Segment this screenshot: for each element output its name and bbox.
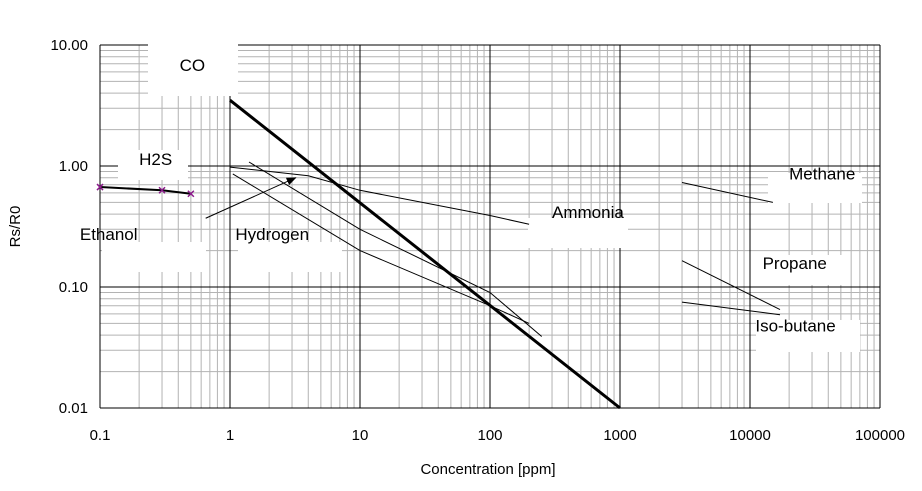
label-box (102, 242, 206, 272)
label-box (756, 320, 860, 352)
data-point-h2s (187, 190, 195, 198)
x-tick-label: 100 (477, 427, 502, 444)
series-label-ethanol: Ethanol (80, 225, 138, 244)
series-label-ammonia: Ammonia (552, 203, 624, 222)
x-tick-label: 10 (352, 427, 369, 444)
x-tick-label: 10000 (729, 427, 771, 444)
label-box (118, 150, 188, 180)
x-tick-label: 1000 (603, 427, 636, 444)
tick-labels: 0.1 1 10 100 1000 10000 100000 0.01 0.10 1.00 10.0… (50, 37, 905, 444)
x-axis-title: Concentration [ppm] (420, 461, 555, 478)
data-point-h2s (158, 186, 166, 194)
series-label-hydrogen: Hydrogen (235, 225, 309, 244)
y-tick-label: 0.10 (59, 279, 88, 296)
series-label-co: CO (180, 56, 206, 75)
series-line-ethanol (232, 173, 530, 324)
series-line-ammonia (229, 166, 530, 225)
label-box (148, 44, 238, 96)
x-tick-label: 0.1 (90, 427, 111, 444)
series-label-h2s: H2S (139, 150, 172, 169)
y-axis-title: Rs/R0 (7, 206, 24, 248)
series-line-hydrogen (248, 161, 543, 337)
series-line-co (229, 99, 621, 410)
y-tick-label: 0.01 (59, 400, 88, 417)
series-label-propane: Propane (763, 254, 827, 273)
series-label-methane: Methane (789, 165, 855, 184)
series-line-iso-butane (681, 301, 781, 316)
series-labels: CO H2S Ethanol Hydrogen Ammonia Methane Propan… (80, 56, 855, 335)
series-line-methane (681, 182, 774, 203)
label-box (528, 218, 628, 248)
y-tick-label: 1.00 (59, 158, 88, 175)
series-label-iso-butane: Iso-butane (755, 316, 835, 335)
series-lines (96, 44, 862, 410)
x-tick-label: 1 (226, 427, 234, 444)
series-line-propane (681, 260, 781, 311)
annotation-arrow (205, 177, 297, 219)
label-box (756, 255, 844, 285)
label-box (768, 173, 862, 203)
data-point-h2s (96, 183, 104, 191)
y-tick-label: 10.00 (50, 37, 88, 54)
x-tick-label: 100000 (855, 427, 905, 444)
label-box (238, 242, 342, 272)
